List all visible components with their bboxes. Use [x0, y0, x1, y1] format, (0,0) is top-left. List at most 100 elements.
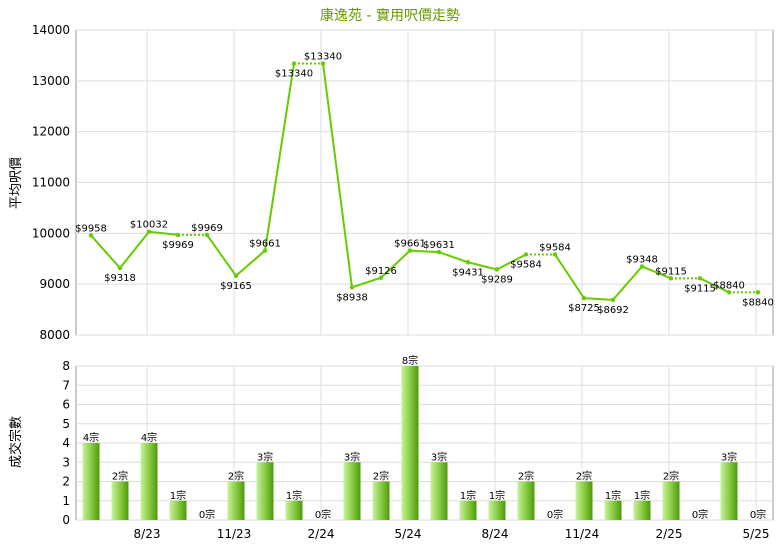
price-point: [494, 267, 500, 272]
price-tick-label: 13000: [32, 74, 70, 88]
price-line-segment: [206, 234, 237, 277]
price-data-label: $9661: [394, 239, 426, 250]
volume-bar-label: 1宗: [170, 489, 186, 502]
price-line-segment: [380, 249, 411, 279]
price-tick-label: 12000: [32, 125, 70, 139]
price-data-label: $9318: [104, 273, 136, 284]
price-data-label: $10032: [130, 220, 168, 231]
price-line-segment: [467, 261, 498, 271]
price-line-segment: [119, 231, 150, 269]
price-data-label: $9126: [365, 266, 397, 277]
volume-bar: [720, 462, 738, 520]
price-point: [233, 273, 239, 278]
price-gridlines: [75, 29, 774, 336]
price-data-label: $9289: [481, 274, 513, 285]
price-line-segment: [235, 249, 266, 277]
price-point: [726, 290, 732, 295]
x-tick-label: 8/23: [134, 527, 161, 541]
data-labels: 4宗 2宗 4宗 1宗 0宗 2宗 3宗 1宗 0宗 3宗 2宗 8宗 3宗 1宗 1宗 2宗 0宗 2宗 1宗 1宗…: [75, 52, 774, 521]
price-point: [291, 61, 297, 66]
price-tick-label: 11000: [32, 176, 70, 190]
price-point: [610, 297, 616, 303]
volume-bar-label: 8宗: [402, 354, 418, 367]
price-data-label: $8840: [742, 297, 774, 308]
price-data-label: $9165: [220, 281, 252, 292]
volume-bar-label: 0宗: [315, 508, 331, 521]
x-tick-label: 8/24: [482, 527, 509, 541]
volume-tick-label: 5: [62, 417, 70, 431]
price-line-segment: [409, 249, 440, 254]
price-data-label: $13340: [304, 52, 342, 63]
axes: 8000 9000 10000 11000 12000 13000 14000 0 1 2 3 4 5 6…: [32, 23, 770, 541]
volume-bar-label: 1宗: [489, 489, 505, 502]
x-tick-label: 5/24: [395, 527, 422, 541]
price-data-label: $9661: [249, 239, 281, 250]
price-point: [262, 248, 268, 253]
price-data-label: $9115: [684, 283, 716, 294]
volume-tick-label: 2: [62, 475, 70, 489]
price-tick-label: 9000: [39, 277, 70, 291]
price-point: [552, 252, 558, 257]
volume-bar: [285, 500, 303, 520]
volume-bar: [140, 443, 158, 520]
volume-bar: [662, 481, 680, 520]
volume-gridlines: [75, 365, 774, 521]
volume-bar-label: 2宗: [576, 470, 592, 483]
volume-bar: [372, 481, 390, 520]
volume-bar-label: 0宗: [547, 508, 563, 521]
price-line-segment: [438, 251, 469, 264]
volume-tick-label: 8: [62, 359, 70, 373]
volume-bar-label: 4宗: [83, 431, 99, 444]
price-point: [175, 232, 181, 238]
price-data-label: $8692: [597, 305, 629, 316]
price-data-label: $8725: [568, 303, 600, 314]
price-point: [639, 264, 645, 269]
volume-bar: [604, 500, 622, 520]
price-point: [204, 232, 210, 238]
price-point: [146, 229, 152, 234]
price-point: [465, 260, 471, 265]
price-point: [436, 249, 442, 255]
volume-tick-label: 0: [62, 513, 70, 527]
price-line-segment: [90, 234, 121, 269]
price-point: [320, 61, 326, 66]
volume-tick-label: 4: [62, 436, 70, 450]
volume-bar: [459, 500, 477, 520]
volume-tick-label: 7: [62, 378, 70, 392]
price-data-label: $9584: [510, 259, 542, 270]
volume-bars: [82, 366, 738, 520]
volume-bar: [575, 481, 593, 520]
price-data-label: $9348: [626, 254, 658, 265]
price-point: [755, 290, 761, 295]
price-data-label: $9115: [655, 266, 687, 277]
price-point: [407, 248, 413, 253]
volume-bar: [430, 462, 448, 520]
price-line-segment: [351, 276, 382, 289]
price-point: [697, 276, 703, 281]
price-data-label: $9431: [452, 267, 484, 278]
price-data-label: $9969: [162, 240, 194, 251]
volume-bar: [227, 481, 245, 520]
price-point: [378, 275, 384, 280]
price-point: [349, 285, 355, 290]
price-point: [668, 276, 674, 281]
volume-bar-label: 3宗: [431, 450, 447, 463]
volume-bar: [111, 481, 129, 520]
volume-bar-label: 2宗: [373, 470, 389, 483]
volume-bar-label: 2宗: [663, 470, 679, 483]
volume-tick-label: 1: [62, 494, 70, 508]
volume-bar: [633, 500, 651, 520]
price-line-layer: [88, 61, 761, 303]
price-data-label: $8938: [336, 292, 368, 303]
price-point: [523, 252, 529, 257]
x-tick-label: 11/24: [565, 527, 600, 541]
volume-tick-label: 3: [62, 455, 70, 469]
x-tick-label: 5/25: [743, 527, 770, 541]
volume-bar-label: 0宗: [692, 508, 708, 521]
volume-bar-label: 3宗: [344, 450, 360, 463]
price-line-segment: [583, 297, 614, 301]
price-data-label: $8840: [713, 280, 745, 291]
price-line-segment: [554, 253, 585, 299]
volume-bar-label: 2宗: [228, 470, 244, 483]
